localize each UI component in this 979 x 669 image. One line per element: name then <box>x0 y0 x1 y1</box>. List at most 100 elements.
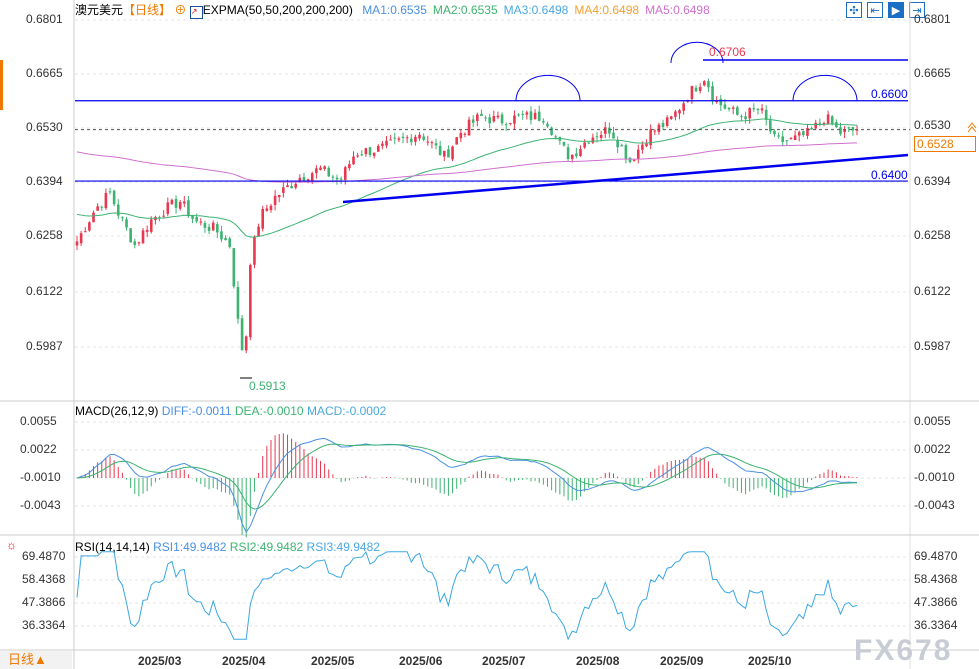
macd-dea-line <box>76 443 858 510</box>
macd-axis-label-right: 0.0055 <box>914 414 951 428</box>
candle-body <box>92 212 95 223</box>
candle-body <box>79 233 83 244</box>
month-tick: 2025/05 <box>311 654 355 668</box>
candle-body <box>393 137 397 139</box>
rsi-axis-label-left: 47.3866 <box>22 595 66 609</box>
month-tick: 2025/04 <box>222 654 266 668</box>
crosshair-icon[interactable]: ✣ <box>846 2 862 18</box>
rsi-title: RSI(14,14,14) <box>75 540 150 554</box>
candle-body <box>591 137 595 143</box>
candle-body <box>447 149 450 158</box>
candle-body <box>290 186 293 189</box>
candle-body <box>100 206 104 208</box>
chart-header: 澳元美元【日线】 ⊕ ↗ EXPMA(50,50,200,200,200) MA1… <box>75 3 710 19</box>
candle-body <box>137 242 141 244</box>
macd-title: MACD(26,12,9) <box>75 404 159 418</box>
candle-body <box>830 116 834 124</box>
candle-body <box>665 117 669 126</box>
candle-body <box>434 143 438 146</box>
candle-body <box>740 116 743 118</box>
candle-body <box>678 110 681 114</box>
rsi2-value: RSI2:49.9482 <box>229 540 304 554</box>
candle-body <box>703 81 706 86</box>
candle-body <box>777 135 780 137</box>
candle-body <box>715 100 718 103</box>
candle-body <box>116 204 120 216</box>
auto-scale-icon[interactable]: ▶ <box>888 2 904 18</box>
candle-body <box>401 136 405 139</box>
macd-axis-label-left: 0.0055 <box>20 414 57 428</box>
candle-body <box>760 108 764 111</box>
candle-body <box>327 167 331 177</box>
macd-diff-line <box>76 437 858 534</box>
indicator-icon[interactable]: ↗ <box>189 6 203 19</box>
price-axis-label-right: 0.6801 <box>914 12 951 26</box>
candle-body <box>133 241 137 245</box>
candle-body <box>455 137 458 145</box>
macd-axis-label-left: 0.0022 <box>20 442 57 456</box>
candle-body <box>843 128 846 133</box>
candle-body <box>170 199 174 205</box>
candle-body <box>360 154 364 156</box>
candle-body <box>286 185 289 188</box>
candle-body <box>174 198 178 208</box>
left-axis-bg <box>0 0 74 669</box>
candle-body <box>306 179 310 182</box>
price-axis-label-right: 0.6258 <box>914 228 951 242</box>
ma-label: MA5:0.6498 <box>645 3 710 17</box>
candle-body <box>368 147 372 155</box>
settings-icon[interactable]: ⊕ <box>174 3 187 17</box>
candle-body <box>125 219 128 228</box>
candle-body <box>822 123 826 125</box>
candle-body <box>645 143 648 147</box>
candle-body <box>364 148 368 155</box>
rsi-axis-label-left: 36.3364 <box>22 618 66 632</box>
period-button[interactable]: 日线▲ <box>8 652 47 667</box>
current-price-tag: 0.6528 <box>914 136 976 152</box>
candle-body <box>608 127 611 134</box>
candle-body <box>504 124 508 126</box>
macd-axis-label-left: -0.0010 <box>20 470 61 484</box>
candle-body <box>158 217 161 219</box>
candle-body <box>183 201 186 204</box>
candle-body <box>191 215 194 219</box>
fit-range-icon[interactable]: ⇤ <box>867 2 883 18</box>
candle-body <box>343 167 347 180</box>
candle-body <box>752 108 756 110</box>
candle-body <box>381 143 384 147</box>
candle-body <box>385 140 388 146</box>
candle-body <box>195 217 198 222</box>
candle-body <box>265 208 269 211</box>
candle-body <box>220 231 223 240</box>
price-axis-label-left: 0.6665 <box>26 66 63 80</box>
sun-icon[interactable]: ☼ <box>6 538 17 552</box>
candle-body <box>418 134 421 139</box>
high-annotation: 0.6706 <box>709 45 746 59</box>
candle-body <box>785 140 789 142</box>
candle-body <box>546 123 549 127</box>
candle-body <box>814 122 818 129</box>
candle-body <box>694 87 698 92</box>
candle-body <box>789 138 793 140</box>
candle-body <box>719 98 723 106</box>
candle-body <box>298 177 302 183</box>
candle-body <box>612 132 615 139</box>
candle-body <box>302 177 306 181</box>
candle-body <box>331 176 335 178</box>
rsi-axis-label-right: 47.3866 <box>914 595 958 609</box>
candle-body <box>620 145 624 147</box>
candle-body <box>616 140 619 148</box>
candle-body <box>249 265 252 338</box>
candle-body <box>566 147 570 159</box>
candle-body <box>748 108 751 119</box>
period-button-bg <box>0 651 72 669</box>
candle-body <box>509 122 512 124</box>
candle-body <box>277 194 281 198</box>
candle-body <box>513 115 516 124</box>
candle-body <box>773 130 776 135</box>
candle-body <box>162 215 165 217</box>
candle-body <box>414 136 417 142</box>
candle-body <box>649 129 652 146</box>
month-tick: 2025/06 <box>399 654 443 668</box>
